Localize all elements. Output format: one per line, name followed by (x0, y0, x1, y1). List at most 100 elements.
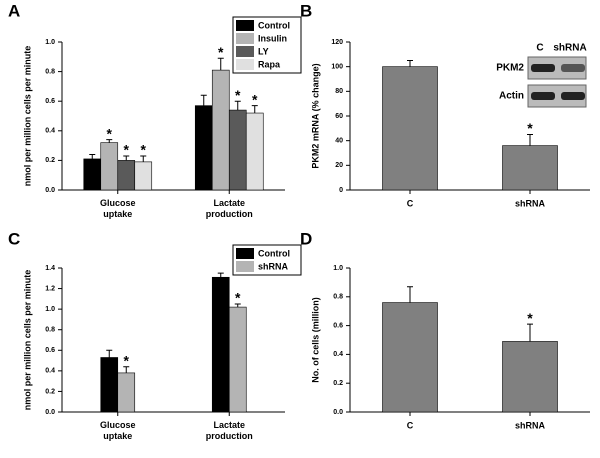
bar (134, 161, 153, 191)
bar (382, 66, 438, 191)
error-bar (217, 272, 224, 278)
x-tick-label-line: Lactate (213, 198, 245, 208)
error-bar (234, 303, 241, 308)
significance-label: * (527, 120, 533, 136)
y-tick-label: 0.4 (333, 351, 343, 358)
bar (382, 302, 438, 413)
error-bar (407, 286, 413, 303)
y-tick-label: 1.2 (45, 285, 55, 292)
legend-label: Control (258, 20, 290, 30)
bar (502, 341, 558, 413)
y-tick-label: 120 (331, 39, 343, 46)
error-bar (140, 155, 147, 162)
error-bar (123, 366, 130, 373)
x-tick-label: C (407, 420, 414, 430)
y-tick-label: 0.0 (45, 187, 55, 194)
error-bar (251, 105, 258, 114)
significance-label: * (218, 44, 224, 60)
inset-row-label: Actin (499, 91, 524, 102)
legend-label: Insulin (258, 33, 287, 43)
y-tick-label: 1.0 (45, 306, 55, 313)
x-tick-label: Lactate production (206, 198, 253, 219)
y-tick-label: 0.2 (45, 388, 55, 395)
x-tick-label-line: Lactate (213, 420, 245, 430)
x-tick-label: C (407, 198, 414, 208)
error-bar (407, 60, 413, 67)
error-bar (234, 100, 241, 111)
legend-swatch (236, 59, 254, 70)
blot (527, 56, 587, 80)
inset-column-label: shRNA (553, 43, 586, 54)
significance-label: * (107, 125, 113, 141)
legend-swatch (236, 33, 254, 44)
y-axis-label: No. of cells (million) (310, 297, 320, 383)
x-tick-label: shRNA (515, 198, 546, 208)
significance-label: * (527, 310, 533, 326)
y-tick-label: 0 (339, 187, 343, 194)
y-tick-label: 0.6 (45, 347, 55, 354)
x-tick-label: Lactate production (206, 420, 253, 441)
y-axis-label: nmol per million cells per minute (22, 46, 32, 187)
panel-label: A (8, 1, 20, 20)
y-tick-label: 60 (335, 113, 343, 120)
blot-band (561, 92, 585, 100)
y-tick-label: 1.4 (45, 265, 55, 272)
bar (100, 357, 119, 413)
y-tick-label: 100 (331, 64, 343, 71)
error-bar (527, 134, 533, 146)
blot-band (531, 92, 555, 100)
x-tick-label: Glucose uptake (100, 420, 136, 441)
legend-label: Control (258, 248, 290, 258)
legend-label: LY (258, 46, 269, 56)
legend-label: Rapa (258, 59, 281, 69)
x-tick-label-line: production (206, 431, 253, 441)
significance-label: * (252, 91, 258, 107)
error-bar (200, 94, 207, 106)
error-bar (106, 139, 113, 143)
bar (502, 145, 558, 191)
significance-label: * (141, 142, 147, 158)
y-tick-label: 0.8 (45, 68, 55, 75)
y-tick-label: 80 (335, 88, 343, 95)
y-tick-label: 1.0 (333, 265, 343, 272)
inset-column-label: C (536, 43, 543, 54)
legend-swatch (236, 261, 254, 272)
significance-label: * (235, 87, 241, 103)
bar (211, 276, 230, 413)
bar (100, 142, 119, 191)
error-bar (217, 57, 224, 71)
y-tick-label: 0.0 (45, 409, 55, 416)
significance-label: * (124, 352, 130, 368)
y-tick-label: 1.0 (45, 39, 55, 46)
blot (527, 84, 587, 108)
bar (245, 112, 264, 191)
bar (194, 105, 213, 191)
error-bar (89, 153, 96, 159)
x-tick-label-line: production (206, 209, 253, 219)
x-tick-label-line: Glucose (100, 420, 136, 430)
legend-swatch (236, 248, 254, 259)
x-tick-label: Glucose uptake (100, 198, 136, 219)
panel-label: B (300, 1, 312, 20)
bar (117, 160, 136, 191)
blot-band (561, 64, 585, 72)
error-bar (123, 155, 130, 161)
panel-label: C (8, 229, 20, 248)
bar (228, 306, 247, 413)
error-bar (106, 349, 113, 358)
significance-label: * (235, 290, 241, 306)
x-tick-label: shRNA (515, 420, 546, 430)
y-tick-label: 0.6 (45, 98, 55, 105)
legend-label: shRNA (258, 261, 289, 271)
bar (117, 372, 136, 413)
error-bar (527, 323, 533, 342)
y-tick-label: 0.4 (45, 368, 55, 375)
y-tick-label: 0.0 (333, 409, 343, 416)
y-tick-label: 0.6 (333, 322, 343, 329)
significance-label: * (124, 142, 130, 158)
legend-swatch (236, 46, 254, 57)
y-tick-label: 0.4 (45, 128, 55, 135)
y-tick-label: 20 (335, 162, 343, 169)
y-tick-label: 0.8 (333, 294, 343, 301)
